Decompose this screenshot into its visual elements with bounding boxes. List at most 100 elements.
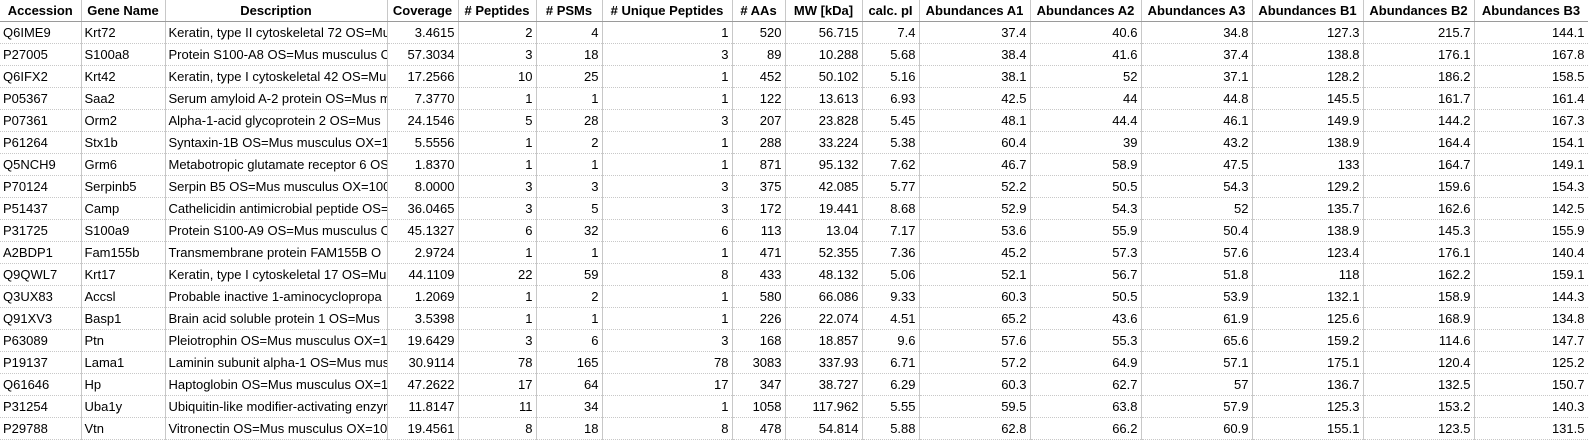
column-header-a1[interactable]: Abundances A1	[919, 0, 1031, 22]
cell-mw[interactable]: 117.962	[785, 395, 863, 418]
column-header-psms[interactable]: # PSMs	[536, 0, 603, 22]
cell-mw[interactable]: 54.814	[785, 417, 863, 440]
cell-psms[interactable]: 18	[536, 417, 603, 440]
cell-aas[interactable]: 580	[732, 285, 786, 308]
cell-a2[interactable]: 58.9	[1030, 153, 1142, 176]
cell-a3[interactable]: 53.9	[1141, 285, 1253, 308]
column-header-description[interactable]: Description	[165, 0, 388, 22]
cell-a3[interactable]: 61.9	[1141, 307, 1253, 330]
cell-gene[interactable]: Hp	[81, 373, 166, 396]
cell-accession[interactable]: P61264	[0, 131, 82, 154]
cell-aas[interactable]: 172	[732, 197, 786, 220]
cell-description[interactable]: Probable inactive 1-aminocyclopropa	[165, 285, 388, 308]
cell-a2[interactable]: 57.3	[1030, 241, 1142, 264]
cell-pi[interactable]: 7.17	[862, 219, 920, 242]
cell-b2[interactable]: 132.5	[1363, 373, 1475, 396]
cell-a2[interactable]: 50.5	[1030, 175, 1142, 198]
cell-b2[interactable]: 158.9	[1363, 285, 1475, 308]
cell-peptides[interactable]: 1	[458, 241, 537, 264]
cell-b3[interactable]: 142.5	[1474, 197, 1588, 220]
cell-coverage[interactable]: 57.3034	[387, 43, 459, 66]
cell-a1[interactable]: 52.1	[919, 263, 1031, 286]
cell-pi[interactable]: 5.77	[862, 175, 920, 198]
cell-unique[interactable]: 1	[602, 21, 733, 44]
cell-coverage[interactable]: 19.4561	[387, 417, 459, 440]
cell-unique[interactable]: 78	[602, 351, 733, 374]
cell-psms[interactable]: 5	[536, 197, 603, 220]
cell-pi[interactable]: 4.51	[862, 307, 920, 330]
column-header-peptides[interactable]: # Peptides	[458, 0, 537, 22]
column-header-aas[interactable]: # AAs	[732, 0, 786, 22]
cell-b2[interactable]: 215.7	[1363, 21, 1475, 44]
cell-coverage[interactable]: 3.5398	[387, 307, 459, 330]
table-row[interactable]: P51437 Camp Cathelicidin antimicrobial pep…	[0, 197, 1588, 220]
cell-psms[interactable]: 2	[536, 285, 603, 308]
cell-accession[interactable]: Q91XV3	[0, 307, 82, 330]
cell-unique[interactable]: 1	[602, 285, 733, 308]
cell-aas[interactable]: 89	[732, 43, 786, 66]
cell-b2[interactable]: 168.9	[1363, 307, 1475, 330]
cell-gene[interactable]: S100a9	[81, 219, 166, 242]
cell-pi[interactable]: 9.6	[862, 329, 920, 352]
cell-a2[interactable]: 63.8	[1030, 395, 1142, 418]
column-header-a2[interactable]: Abundances A2	[1030, 0, 1142, 22]
cell-peptides[interactable]: 6	[458, 219, 537, 242]
cell-aas[interactable]: 452	[732, 65, 786, 88]
cell-accession[interactable]: P05367	[0, 87, 82, 110]
cell-gene[interactable]: Stx1b	[81, 131, 166, 154]
cell-psms[interactable]: 4	[536, 21, 603, 44]
cell-description[interactable]: Vitronectin OS=Mus musculus OX=10	[165, 417, 388, 440]
column-header-unique[interactable]: # Unique Peptides	[602, 0, 733, 22]
column-header-accession[interactable]: Accession	[0, 0, 82, 22]
cell-a3[interactable]: 37.4	[1141, 43, 1253, 66]
cell-b1[interactable]: 118	[1252, 263, 1364, 286]
cell-b2[interactable]: 145.3	[1363, 219, 1475, 242]
cell-b1[interactable]: 135.7	[1252, 197, 1364, 220]
cell-coverage[interactable]: 11.8147	[387, 395, 459, 418]
cell-unique[interactable]: 1	[602, 65, 733, 88]
cell-gene[interactable]: Serpinb5	[81, 175, 166, 198]
cell-gene[interactable]: Krt42	[81, 65, 166, 88]
cell-mw[interactable]: 18.857	[785, 329, 863, 352]
cell-a2[interactable]: 56.7	[1030, 263, 1142, 286]
cell-a2[interactable]: 62.7	[1030, 373, 1142, 396]
cell-mw[interactable]: 56.715	[785, 21, 863, 44]
cell-accession[interactable]: P70124	[0, 175, 82, 198]
table-row[interactable]: Q6IME9 Krt72 Keratin, type II cytoskeletal…	[0, 21, 1588, 44]
cell-psms[interactable]: 1	[536, 307, 603, 330]
cell-a1[interactable]: 52.2	[919, 175, 1031, 198]
cell-b2[interactable]: 123.5	[1363, 417, 1475, 440]
cell-coverage[interactable]: 44.1109	[387, 263, 459, 286]
cell-unique[interactable]: 3	[602, 197, 733, 220]
cell-b3[interactable]: 161.4	[1474, 87, 1588, 110]
cell-coverage[interactable]: 24.1546	[387, 109, 459, 132]
column-header-b2[interactable]: Abundances B2	[1363, 0, 1475, 22]
table-row[interactable]: Q61646 Hp Haptoglobin OS=Mus musculus OX=1…	[0, 373, 1588, 396]
cell-peptides[interactable]: 5	[458, 109, 537, 132]
cell-peptides[interactable]: 11	[458, 395, 537, 418]
cell-b1[interactable]: 123.4	[1252, 241, 1364, 264]
cell-accession[interactable]: P29788	[0, 417, 82, 440]
cell-a2[interactable]: 55.9	[1030, 219, 1142, 242]
cell-b3[interactable]: 144.3	[1474, 285, 1588, 308]
cell-pi[interactable]: 9.33	[862, 285, 920, 308]
cell-a1[interactable]: 38.1	[919, 65, 1031, 88]
cell-psms[interactable]: 3	[536, 175, 603, 198]
table-row[interactable]: P31254 Uba1y Ubiquitin-like modifier-activ…	[0, 395, 1588, 418]
table-row[interactable]: P31725 S100a9 Protein S100-A9 OS=Mus muscu…	[0, 219, 1588, 242]
cell-mw[interactable]: 13.04	[785, 219, 863, 242]
cell-b3[interactable]: 167.8	[1474, 43, 1588, 66]
cell-b2[interactable]: 120.4	[1363, 351, 1475, 374]
cell-a1[interactable]: 60.3	[919, 285, 1031, 308]
cell-a1[interactable]: 42.5	[919, 87, 1031, 110]
cell-peptides[interactable]: 78	[458, 351, 537, 374]
cell-b2[interactable]: 144.2	[1363, 109, 1475, 132]
cell-b2[interactable]: 162.6	[1363, 197, 1475, 220]
cell-a1[interactable]: 62.8	[919, 417, 1031, 440]
cell-gene[interactable]: Ptn	[81, 329, 166, 352]
cell-pi[interactable]: 7.4	[862, 21, 920, 44]
cell-peptides[interactable]: 17	[458, 373, 537, 396]
cell-gene[interactable]: Saa2	[81, 87, 166, 110]
cell-b1[interactable]: 138.9	[1252, 131, 1364, 154]
cell-a2[interactable]: 40.6	[1030, 21, 1142, 44]
